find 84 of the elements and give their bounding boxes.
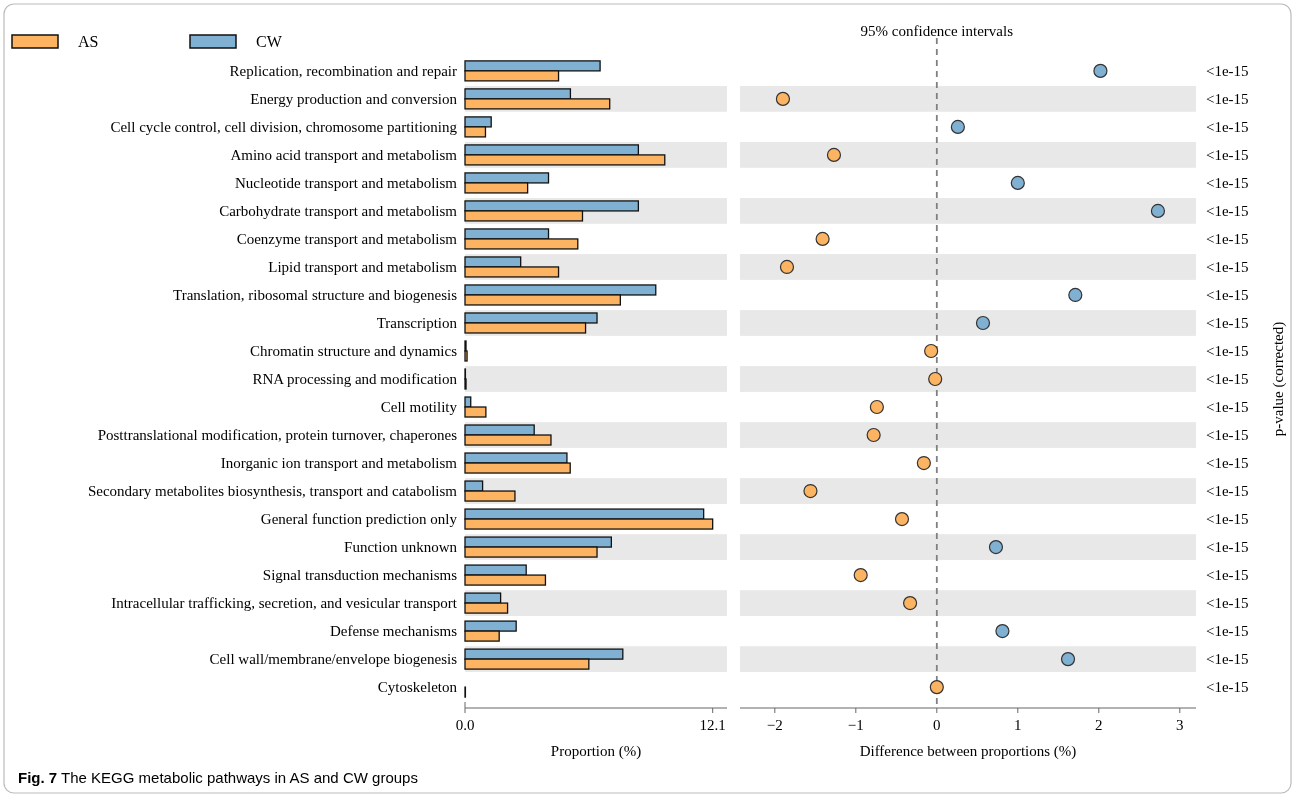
y-tick-label: Carbohydrate transport and metabolism xyxy=(219,202,458,219)
x-tick-label: 2 xyxy=(1095,717,1103,733)
point xyxy=(779,259,795,275)
x-tick-label: −2 xyxy=(766,717,783,733)
y-tick-label: <1e-15 xyxy=(1206,286,1249,303)
point xyxy=(869,399,884,415)
legend-label: AS xyxy=(78,33,99,50)
y-tick-label: Replication, recombination and repair xyxy=(229,62,457,79)
y-tick-label: Energy production and conversion xyxy=(250,90,458,107)
y-tick-label: Cell motility xyxy=(380,399,458,416)
chart-title: 95% confidence intervals xyxy=(860,23,1014,39)
point xyxy=(894,511,910,527)
y-tick-label: Coenzyme transport and metabolism xyxy=(236,230,458,247)
y-tick-label: General function prediction only xyxy=(260,511,458,528)
y-tick-label: Nucleotide transport and metabolism xyxy=(234,174,458,191)
y-tick-label: Translation, ribosomal structure and biogenesis xyxy=(173,286,458,303)
y-tick-label: <1e-15 xyxy=(1206,174,1249,191)
y-tick-label: <1e-15 xyxy=(1206,146,1249,163)
point xyxy=(975,315,991,331)
caption: Fig. 7 The KEGG metabolic pathways in AS and CW groups xyxy=(18,769,418,786)
point xyxy=(815,231,830,247)
y-tick-label: <1e-15 xyxy=(1206,314,1249,331)
point xyxy=(866,427,881,443)
x-axis-title: Difference between proportions (%) xyxy=(859,743,1077,760)
y-tick-label: <1e-15 xyxy=(1206,539,1249,556)
point xyxy=(826,147,842,163)
y-tick-label: <1e-15 xyxy=(1206,258,1249,275)
point xyxy=(929,680,944,695)
point xyxy=(775,91,791,106)
legend-label: CW xyxy=(256,33,283,50)
y-tick-label: <1e-15 xyxy=(1206,90,1249,107)
point xyxy=(950,119,965,135)
point xyxy=(924,343,939,359)
y-tick-label: Lipid transport and metabolism xyxy=(268,258,458,275)
y-tick-label: Chromatin structure and dynamics xyxy=(249,342,458,359)
y-tick-label: <1e-15 xyxy=(1206,679,1249,696)
y-tick-label: Defense mechanisms xyxy=(329,623,458,640)
y-axis-title: p-value (corrected) xyxy=(1270,321,1287,437)
y-tick-label: Cell cycle control, cell division, chromosome partitioning xyxy=(110,118,458,135)
point xyxy=(1093,63,1108,78)
y-tick-label: <1e-15 xyxy=(1206,342,1249,359)
y-tick-label: RNA processing and modification xyxy=(252,371,458,387)
y-tick-label: Signal transduction mechanisms xyxy=(262,567,458,584)
y-tick-label: <1e-15 xyxy=(1206,399,1249,416)
point xyxy=(1060,652,1076,667)
x-tick-label: 0 xyxy=(933,717,941,733)
y-tick-label: Secondary metabolites biosynthesis, transport and catabolism xyxy=(87,483,458,500)
y-tick-label: <1e-15 xyxy=(1206,595,1249,612)
point xyxy=(928,371,943,387)
y-tick-label: <1e-15 xyxy=(1206,427,1249,444)
x-tick-label: 12.1 xyxy=(699,717,726,733)
y-tick-label: Transcription xyxy=(376,314,458,331)
point xyxy=(1150,203,1166,219)
y-tick-label: <1e-15 xyxy=(1206,623,1249,640)
y-tick-label: Function unknown xyxy=(344,539,458,556)
y-tick-label: <1e-15 xyxy=(1206,230,1249,247)
y-tick-label: Cytoskeleton xyxy=(377,679,458,696)
y-tick-label: <1e-15 xyxy=(1206,118,1249,135)
x-axis-title: Proportion (%) xyxy=(550,743,642,760)
x-tick-label: 1 xyxy=(1014,717,1022,733)
y-tick-label: Cell wall/membrane/envelope biogenesis xyxy=(209,651,458,668)
x-tick-label: −1 xyxy=(847,717,864,733)
point xyxy=(1010,175,1025,191)
y-tick-label: Amino acid transport and metabolism xyxy=(230,146,458,163)
point xyxy=(916,455,931,471)
point xyxy=(988,539,1004,555)
y-tick-label: <1e-15 xyxy=(1206,511,1249,528)
point xyxy=(853,567,868,583)
y-tick-label: <1e-15 xyxy=(1206,202,1249,219)
point xyxy=(1068,287,1083,303)
y-tick-label: Inorganic ion transport and metabolism xyxy=(220,455,458,472)
y-tick-label: <1e-15 xyxy=(1206,483,1249,500)
y-tick-label: Posttranslational modification, protein turnover, chaperones xyxy=(97,427,458,444)
y-tick-label: <1e-15 xyxy=(1206,455,1249,472)
y-tick-label: <1e-15 xyxy=(1206,651,1249,668)
y-tick-label: <1e-15 xyxy=(1206,62,1249,79)
point xyxy=(902,595,918,611)
x-tick-label: 0.0 xyxy=(455,717,475,733)
y-tick-label: <1e-15 xyxy=(1206,371,1249,387)
y-tick-label: <1e-15 xyxy=(1206,567,1249,584)
y-tick-label: Intracellular trafficking, secretion, and vesicular transport xyxy=(111,595,458,612)
point xyxy=(803,483,818,499)
point xyxy=(995,623,1010,639)
x-tick-label: 3 xyxy=(1176,717,1184,733)
